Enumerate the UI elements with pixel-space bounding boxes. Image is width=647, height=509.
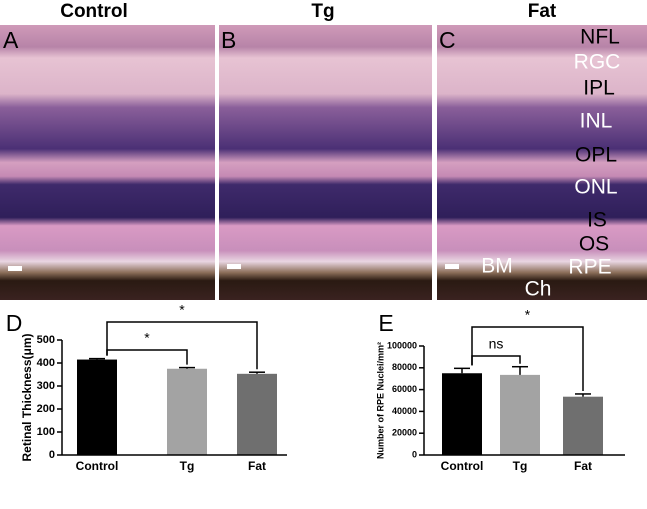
scale-bar <box>445 264 459 269</box>
x-tick-label: Fat <box>574 459 592 473</box>
bar <box>563 396 603 455</box>
y-tick-label: 0 <box>49 449 55 461</box>
bar <box>442 373 482 455</box>
layer-label: Ch <box>525 278 552 301</box>
y-tick-label: 100 <box>37 426 55 438</box>
histology-image <box>437 25 647 300</box>
panel-letter: D <box>6 310 23 336</box>
layer-label: BM <box>481 255 513 278</box>
panel-b: B Tg <box>219 1 432 300</box>
y-axis-title: Number of RPE Nuclei/mm² <box>375 342 385 459</box>
layer-label: RPE <box>568 256 611 279</box>
x-tick-label: Fat <box>248 459 266 473</box>
significance-bracket <box>471 355 521 366</box>
significance-bracket <box>106 349 188 365</box>
y-axis-title: Retinal Thickness(μm) <box>20 333 34 461</box>
layer-label: OPL <box>575 144 617 167</box>
significance-bracket <box>471 326 584 391</box>
panel-letter: A <box>3 27 19 53</box>
layer-label: ONL <box>574 176 617 199</box>
layer-label: INL <box>580 110 613 133</box>
layer-label: OS <box>579 233 609 256</box>
panel-letter: C <box>439 27 456 53</box>
y-tick-label: 300 <box>37 380 55 392</box>
y-tick-label: 100000 <box>387 340 417 350</box>
significance-label: * <box>144 330 150 346</box>
panel-title: Fat <box>528 1 557 22</box>
x-tick-label: Control <box>441 459 484 473</box>
y-tick-label: 400 <box>37 357 55 369</box>
y-tick-label: 200 <box>37 403 55 415</box>
layer-label: IS <box>587 209 607 232</box>
bar <box>237 373 277 455</box>
panel-a: A Control <box>0 1 215 300</box>
panel-title: Tg <box>311 1 334 22</box>
bar <box>167 368 207 455</box>
y-tick-label: 80000 <box>392 362 417 372</box>
layer-label: RGC <box>574 51 621 74</box>
bar <box>500 374 540 455</box>
x-tick-label: Control <box>76 459 119 473</box>
significance-bracket <box>106 321 258 370</box>
panel-letter: E <box>378 310 393 336</box>
y-tick-label: 500 <box>37 334 55 346</box>
bar <box>77 359 117 455</box>
scale-bar <box>8 266 22 271</box>
y-tick-label: 0 <box>412 449 417 459</box>
y-tick-label: 40000 <box>392 406 417 416</box>
layer-label: IPL <box>583 77 615 100</box>
x-tick-label: Tg <box>180 459 195 473</box>
panel-letter: B <box>221 27 236 53</box>
y-tick-label: 20000 <box>392 428 417 438</box>
histology-image <box>0 25 215 300</box>
layer-label: NFL <box>580 26 620 49</box>
significance-label: * <box>179 302 185 318</box>
x-tick-label: Tg <box>513 459 528 473</box>
y-tick-label: 60000 <box>392 384 417 394</box>
panel-title: Control <box>60 1 128 22</box>
panel-c: C Fat NFL RGC IPL INL OPL ONL IS OS RPE … <box>437 1 647 301</box>
significance-label: ns <box>489 336 504 352</box>
histology-image <box>219 25 432 300</box>
scale-bar <box>227 264 241 269</box>
significance-label: * <box>525 307 531 323</box>
chart: E Number of RPE Nuclei/mm² 0 20000 40000 6000… <box>375 307 625 473</box>
